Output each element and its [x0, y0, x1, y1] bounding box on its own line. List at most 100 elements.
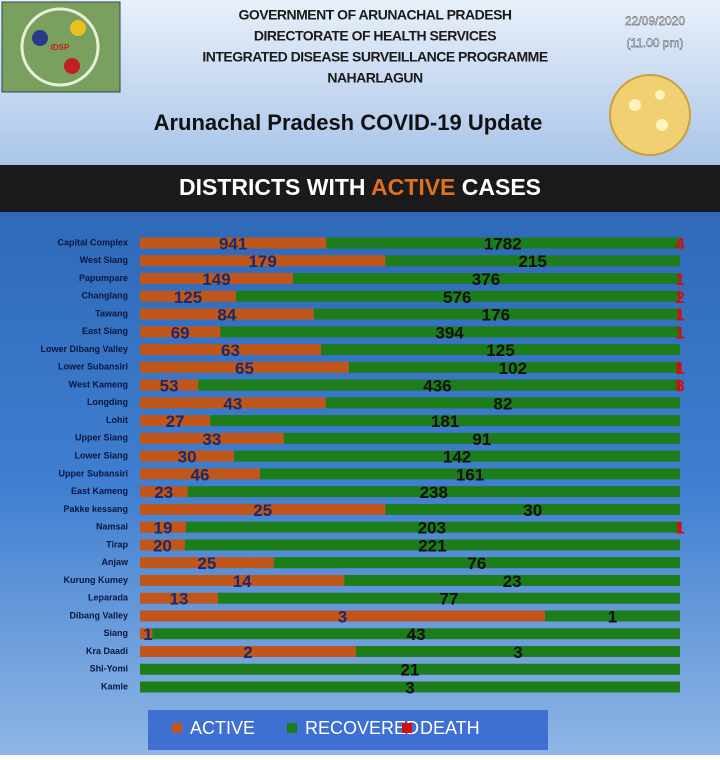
value-label: 14 [233, 572, 252, 591]
value-label: 436 [423, 377, 451, 396]
bar-segment [140, 255, 386, 267]
bar-segment [210, 415, 680, 427]
category-label: West Kameng [69, 379, 128, 389]
virus-dot [655, 90, 665, 100]
title-part: CASES [462, 174, 541, 200]
virus-dot [629, 99, 641, 111]
value-label: 25 [197, 554, 216, 573]
title-band [0, 165, 720, 212]
value-label: 941 [219, 234, 247, 253]
value-label: 176 [482, 306, 510, 325]
bar-segment [152, 628, 681, 640]
value-label: 63 [221, 341, 240, 360]
category-label: Siang [103, 628, 128, 638]
value-label: 238 [420, 483, 448, 502]
bar-segment [677, 308, 680, 320]
value-label: 1 [675, 270, 684, 289]
value-label: 3 [513, 643, 522, 662]
title-part: DISTRICTS WITH [179, 174, 366, 200]
bar-segment [140, 397, 326, 409]
value-label: 1782 [484, 234, 522, 253]
value-label: 2 [675, 288, 684, 307]
logo-dot [32, 30, 48, 46]
category-label: Tawang [95, 308, 128, 318]
bar-segment [545, 610, 680, 622]
bar-segment [676, 361, 680, 373]
bar-segment [140, 361, 349, 373]
value-label: 33 [202, 430, 221, 449]
category-label: Kra Daadi [86, 646, 128, 656]
value-label: 43 [407, 625, 426, 644]
category-label: Shi-Yomi [90, 664, 128, 674]
bar-segment [140, 344, 321, 356]
header-line: DIRECTORATE OF HEALTH SERVICES [254, 28, 496, 44]
category-label: Capital Complex [57, 237, 128, 247]
bar-segment [218, 592, 680, 604]
bar-segment [140, 415, 211, 427]
chart-title: DISTRICTS WITH ACTIVE CASES [179, 174, 541, 200]
category-label: Longding [87, 397, 128, 407]
bar-segment [385, 503, 680, 515]
bar-segment [140, 273, 293, 285]
category-label: East Siang [82, 326, 128, 336]
category-label: Lower Siang [74, 450, 128, 460]
bar-segment [184, 539, 680, 551]
bar-segment [140, 503, 386, 515]
bar-segment [344, 574, 680, 586]
bar-segment [220, 326, 679, 338]
value-label: 76 [467, 554, 486, 573]
value-label: 576 [443, 288, 471, 307]
title-part: ACTIVE [371, 174, 455, 200]
legend-label: RECOVERED [305, 718, 419, 738]
value-label: 1 [608, 607, 617, 626]
bar-segment [140, 628, 153, 640]
bar-segment [140, 450, 235, 462]
bar-segment [273, 557, 680, 569]
bar-segment [140, 432, 284, 444]
value-label: 102 [499, 359, 527, 378]
value-label: 65 [235, 359, 254, 378]
time: (11.00 pm) [626, 36, 683, 50]
value-label: 1 [675, 306, 684, 325]
category-label: Changlang [82, 291, 129, 301]
category-label: Lower Dibang Valley [40, 344, 128, 354]
category-label: Lohit [106, 415, 128, 425]
bar-segment [140, 645, 356, 657]
logo-text: IDSP [51, 43, 70, 52]
date: 22/09/2020 [625, 14, 685, 28]
value-label: 394 [435, 323, 464, 342]
value-label: 91 [472, 430, 491, 449]
category-label: East Kameng [71, 486, 128, 496]
category-label: Anjaw [101, 557, 129, 567]
value-label: 3 [405, 678, 414, 697]
bar-segment [140, 592, 218, 604]
category-label: Tirap [106, 539, 128, 549]
logo-dot [64, 58, 80, 74]
value-label: 43 [223, 394, 242, 413]
category-label: Upper Subansiri [58, 468, 128, 478]
bar-segment [677, 521, 680, 533]
virus-dot [656, 119, 668, 131]
value-label: 82 [493, 394, 512, 413]
bar-segment [678, 326, 680, 338]
bar-segment [140, 290, 237, 302]
bar-segment [140, 486, 188, 498]
category-label: Leparada [88, 593, 129, 603]
value-label: 21 [401, 661, 420, 680]
category-label: Kamle [101, 681, 128, 691]
value-label: 149 [202, 270, 230, 289]
value-label: 19 [154, 519, 173, 538]
bar-segment [140, 308, 314, 320]
bar-segment [140, 681, 680, 693]
value-label: 53 [160, 377, 179, 396]
value-label: 4 [675, 234, 685, 253]
logo: IDSP [1, 1, 121, 93]
virus [609, 74, 691, 156]
value-label: 3 [675, 377, 684, 396]
header-line: INTEGRATED DISEASE SURVEILLANCE PROGRAMM… [202, 49, 548, 65]
value-label: 20 [153, 536, 172, 555]
bar-segment [234, 450, 681, 462]
bar-segment [236, 290, 679, 302]
value-label: 23 [154, 483, 173, 502]
